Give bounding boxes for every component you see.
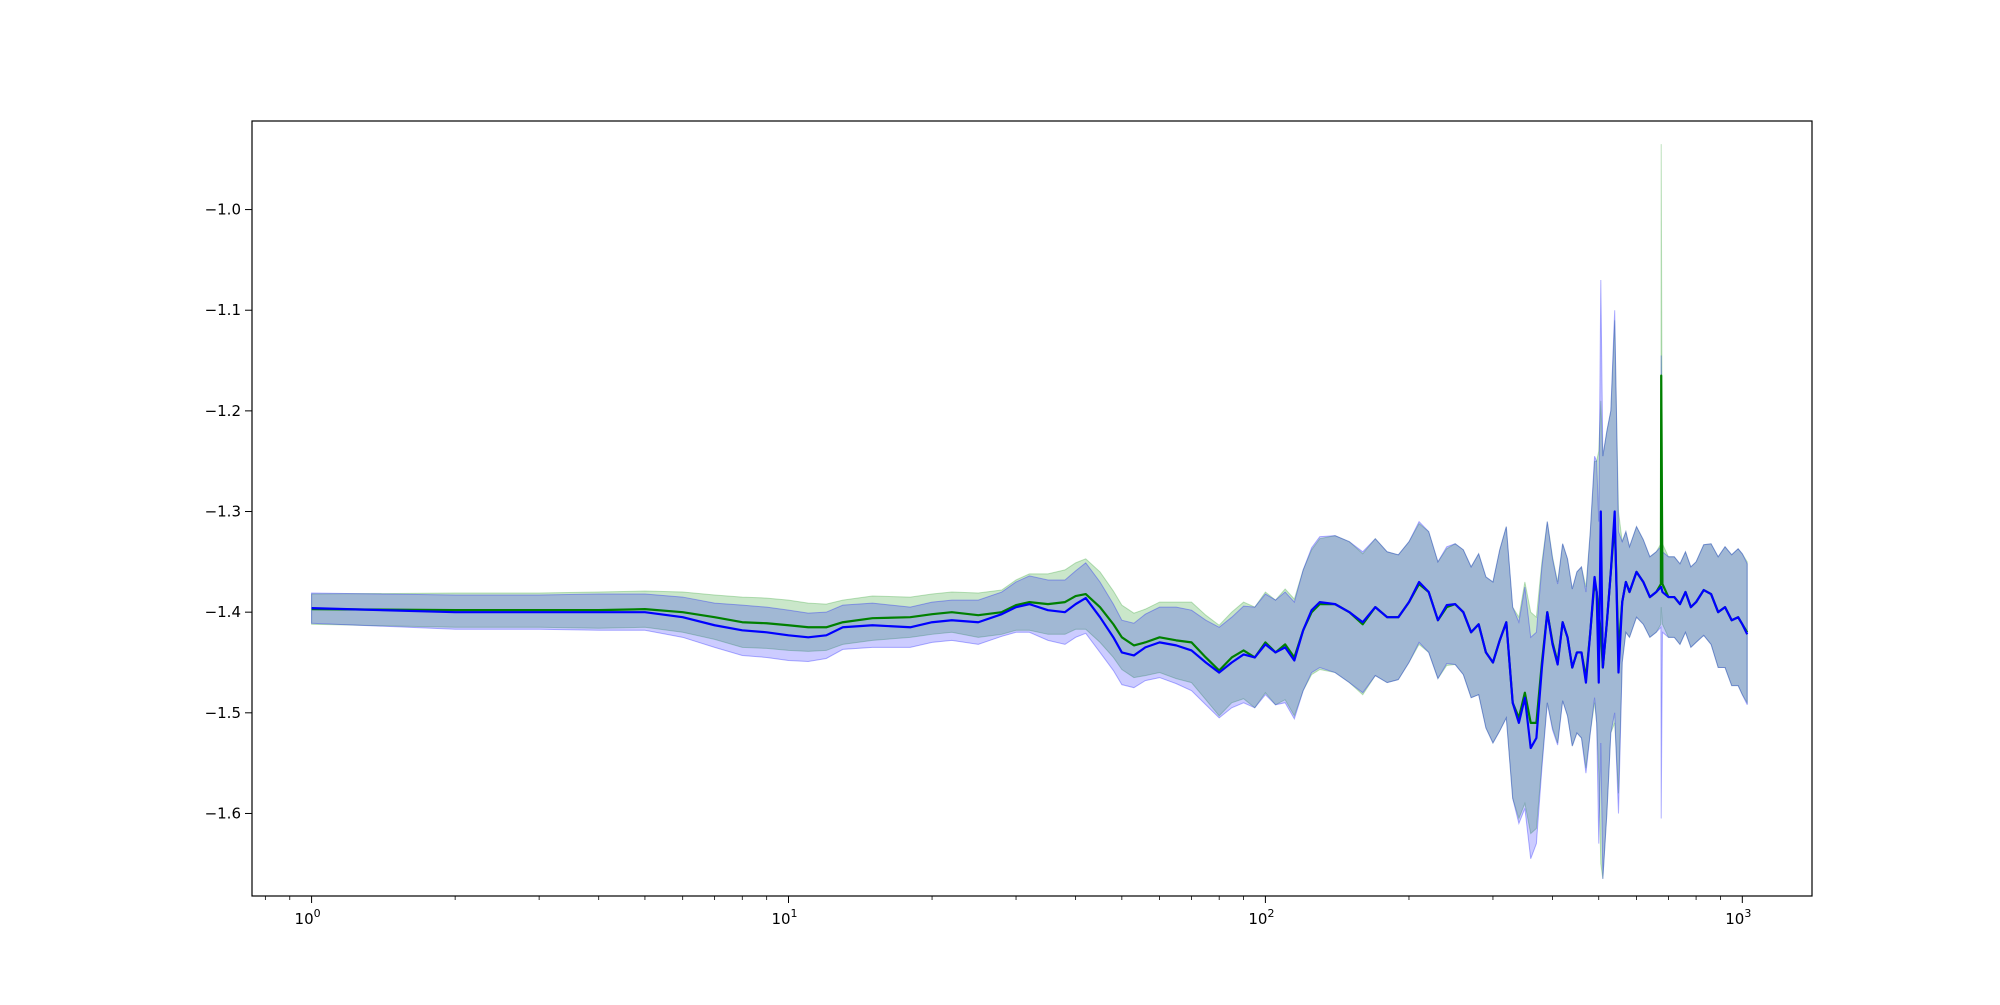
plot-area: [311, 144, 1749, 879]
x-tick-label-exponent-1: 1: [791, 907, 798, 920]
x-tick-label-base-3: 10: [1725, 910, 1744, 928]
x-tick-label-3: 103: [1725, 907, 1751, 928]
y-tick-label-4: −1.4: [205, 603, 241, 621]
x-tick-label-exponent-2: 2: [1267, 907, 1274, 920]
series-1-band: [311, 144, 1748, 879]
series-2-band: [311, 280, 1748, 879]
x-tick-label-1: 101: [771, 907, 797, 928]
y-tick-label-2: −1.2: [205, 402, 241, 420]
x-tick-label-2: 102: [1248, 907, 1274, 928]
x-tick-label-exponent-0: 0: [314, 907, 321, 920]
x-tick-label-exponent-3: 3: [1744, 907, 1751, 920]
x-tick-label-0: 100: [295, 907, 321, 928]
y-tick-label-5: −1.5: [205, 704, 241, 722]
y-axis: −1.0 −1.1 −1.2 −1.3 −1.4 −1.5 −1.6: [205, 201, 252, 822]
x-tick-label-base-1: 10: [771, 910, 790, 928]
x-tick-label-base-2: 10: [1248, 910, 1267, 928]
axes-frame: [251, 120, 1813, 897]
series-2-line: [311, 510, 1749, 750]
y-tick-label-0: −1.0: [205, 201, 241, 219]
y-tick-label-1: −1.1: [205, 301, 241, 319]
y-tick-label-3: −1.3: [205, 503, 241, 521]
x-tick-label-base-0: 10: [295, 910, 314, 928]
x-axis: 100 101 102 103: [264, 896, 1751, 928]
y-tick-label-6: −1.6: [205, 804, 241, 822]
